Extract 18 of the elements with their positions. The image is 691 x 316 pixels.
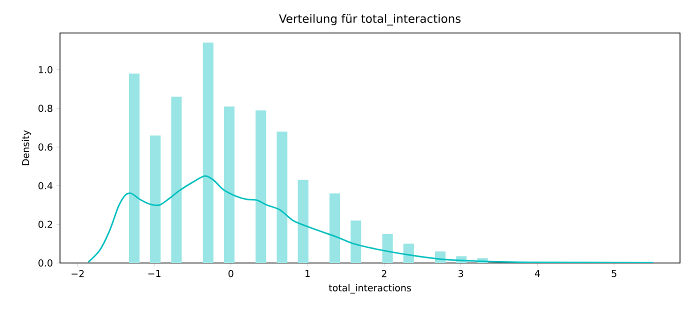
x-tick-label: 4: [534, 270, 540, 277]
x-axis-title: total_interactions: [328, 284, 411, 294]
x-tick-label: 5: [612, 270, 616, 278]
x-tick-label: 2: [382, 270, 386, 278]
x-tick-label: −1: [148, 270, 160, 277]
x-tick-label: 3: [458, 270, 464, 278]
y-axis-title: Density: [22, 130, 32, 166]
x-tick-label: 1: [306, 270, 310, 277]
y-tick-label: 0.2: [38, 220, 52, 228]
y-tick-label: 0.8: [38, 104, 52, 112]
chart-title: Verteilung für total_interactions: [278, 14, 461, 26]
x-tick-label: −2: [72, 270, 84, 278]
y-tick-label: 1.0: [38, 66, 52, 74]
y-tick-label: 0.4: [38, 182, 52, 190]
y-tick-label: 0.0: [38, 259, 52, 267]
x-tick-label: 0: [228, 270, 234, 278]
line-series: [88, 175, 654, 264]
y-tick-label: 0.6: [38, 143, 52, 151]
